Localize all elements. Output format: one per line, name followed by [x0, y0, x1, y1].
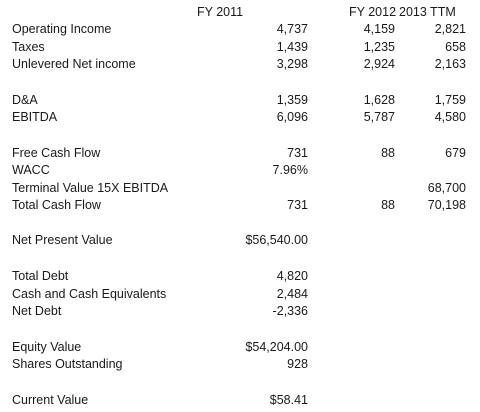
header-fy2012: FY 2012 [349, 5, 397, 19]
row-terminal-value: Terminal Value 15X EBITDA 68,700 [0, 180, 480, 197]
value-fy2011: 7.96% [272, 163, 308, 177]
row-label: D&A [12, 93, 38, 107]
row-label: Unlevered Net income [12, 57, 136, 71]
row-label: Terminal Value 15X EBITDA [12, 181, 169, 195]
value-fy2012: 2,924 [363, 57, 395, 71]
header-fy2011: FY 2011 [197, 5, 244, 19]
value-fy2011: 1,359 [276, 93, 308, 107]
value-2013-ttm: 68,700 [427, 181, 466, 195]
header-2013-ttm: 2013 TTM [399, 5, 456, 19]
value-fy2011: 731 [287, 146, 308, 160]
row-label: WACC [12, 163, 50, 177]
value-fy2011: -2,336 [272, 304, 308, 318]
row-label: Total Debt [12, 269, 69, 283]
row-equity-value: Equity Value $54,204.00 [0, 339, 480, 356]
header-row: FY 2011 FY 2012 2013 TTM [0, 4, 480, 21]
row-total-debt: Total Debt 4,820 [0, 268, 480, 285]
value-2013-ttm: 70,198 [427, 198, 466, 212]
row-label: Cash and Cash Equivalents [12, 287, 167, 301]
row-shares-outstanding: Shares Outstanding 928 [0, 356, 480, 373]
value-fy2011: 928 [287, 357, 308, 371]
value-fy2011: $58.41 [269, 393, 308, 407]
row-label: Free Cash Flow [12, 146, 101, 160]
row-label: Net Present Value [12, 233, 113, 247]
row-free-cash-flow: Free Cash Flow 731 88 679 [0, 145, 480, 162]
value-2013-ttm: 2,163 [434, 57, 466, 71]
value-fy2011: 3,298 [276, 57, 308, 71]
value-fy2011: 2,484 [276, 287, 308, 301]
row-total-cash-flow: Total Cash Flow 731 88 70,198 [0, 197, 480, 214]
value-fy2012: 88 [381, 198, 395, 212]
value-2013-ttm: 1,759 [434, 93, 466, 107]
value-fy2011: 4,737 [276, 22, 308, 36]
value-2013-ttm: 4,580 [434, 110, 466, 124]
value-fy2012: 1,235 [363, 40, 395, 54]
row-label: Operating Income [12, 22, 112, 36]
row-cash-equivalents: Cash and Cash Equivalents 2,484 [0, 286, 480, 303]
row-net-debt: Net Debt -2,336 [0, 303, 480, 320]
value-2013-ttm: 679 [445, 146, 466, 160]
row-label: Shares Outstanding [12, 357, 123, 371]
row-taxes: Taxes 1,439 1,235 658 [0, 39, 480, 56]
value-fy2012: 1,628 [363, 93, 395, 107]
value-2013-ttm: 2,821 [434, 22, 466, 36]
row-da: D&A 1,359 1,628 1,759 [0, 92, 480, 109]
row-unlevered-net-income: Unlevered Net income 3,298 2,924 2,163 [0, 56, 480, 73]
value-fy2012: 88 [381, 146, 395, 160]
row-label: Taxes [12, 40, 45, 54]
row-ebitda: EBITDA 6,096 5,787 4,580 [0, 109, 480, 126]
value-fy2012: 4,159 [363, 22, 395, 36]
row-label: Current Value [12, 393, 89, 407]
row-label: EBITDA [12, 110, 58, 124]
value-fy2011: 1,439 [276, 40, 308, 54]
value-fy2011: 731 [287, 198, 308, 212]
row-label: Equity Value [12, 340, 82, 354]
value-fy2012: 5,787 [363, 110, 395, 124]
value-2013-ttm: 658 [445, 40, 466, 54]
value-fy2011: 6,096 [276, 110, 308, 124]
row-wacc: WACC 7.96% [0, 162, 480, 179]
row-current-value: Current Value $58.41 [0, 392, 480, 409]
row-label: Net Debt [12, 304, 62, 318]
value-fy2011: 4,820 [276, 269, 308, 283]
row-operating-income: Operating Income 4,737 4,159 2,821 [0, 21, 480, 38]
row-net-present-value: Net Present Value $56,540.00 [0, 232, 480, 249]
value-fy2011: $56,540.00 [245, 233, 308, 247]
value-fy2011: $54,204.00 [245, 340, 308, 354]
row-label: Total Cash Flow [12, 198, 101, 212]
